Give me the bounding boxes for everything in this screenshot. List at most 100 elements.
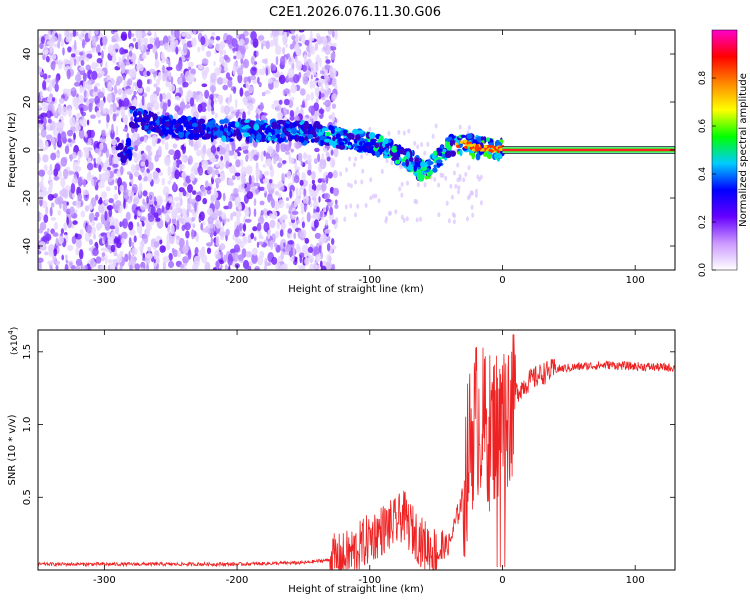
spectrogram-noise-cell: [301, 221, 305, 229]
spectrogram-noise-cell: [326, 156, 331, 162]
spectrogram-noise-cell: [141, 53, 147, 60]
spectrogram-noise-cell: [67, 138, 72, 143]
spectrogram-noise-cell: [206, 207, 213, 216]
spectrogram-noise-cell: [120, 165, 124, 176]
spectrogram-noise-cell: [88, 30, 92, 40]
spectrogram-noise-cell: [229, 195, 233, 201]
spectrogram-noise-cell: [184, 104, 191, 109]
spectrogram-noise-cell: [145, 223, 152, 228]
spectrogram-signal-cell: [460, 134, 466, 138]
spectrogram-noise-cell: [285, 197, 290, 202]
spectrogram-noise-cell: [53, 176, 60, 181]
spectrogram-signal-cell: [383, 155, 389, 159]
spectrogram-noise-cell: [66, 88, 72, 97]
spectrogram-noise-cell: [74, 233, 78, 238]
spectrogram-noise-cell: [275, 56, 279, 66]
spectrogram-noise-cell: [65, 37, 71, 43]
spectrogram-noise-cell: [115, 200, 122, 207]
spectrogram-noise-cell: [51, 53, 57, 60]
spectrogram-signal-cell: [152, 119, 156, 127]
spectrogram-noise-cell: [241, 146, 249, 150]
spectrogram-noise-cell: [266, 145, 274, 154]
spectrogram-noise-cell: [179, 264, 185, 269]
spectrogram-noise-cell: [173, 161, 177, 168]
spectrogram-peak-cell: [456, 144, 460, 148]
spectrogram-noise-cell: [224, 151, 230, 160]
spectrogram-noise-cell: [196, 90, 201, 96]
spectrogram-noise-cell: [98, 180, 105, 189]
spectrogram-noise-cell: [68, 170, 75, 175]
spectrogram-signal-cell: [268, 132, 272, 136]
spectrogram-noise-cell: [327, 171, 333, 179]
spectrogram-noise-cell: [51, 136, 55, 146]
spectrogram-noise-cell: [83, 89, 87, 98]
spectrogram-noise-cell: [153, 101, 160, 111]
spectrogram-noise-cell: [112, 30, 119, 33]
spectrogram-noise-cell: [324, 228, 331, 234]
spectrogram-noise-cell: [303, 188, 306, 197]
spectrogram-noise-cell: [110, 49, 117, 57]
spectrogram-noise-cell: [58, 104, 63, 115]
spectrogram-noise-cell: [356, 203, 360, 209]
spectrogram-noise-cell: [299, 179, 304, 186]
spectrogram-noise-cell: [225, 228, 230, 237]
spectrogram-noise-cell: [324, 148, 328, 153]
spectrogram-signal-cell: [226, 131, 231, 136]
spectrogram-noise-cell: [271, 103, 276, 109]
spectrogram-signal-cell: [365, 146, 371, 149]
spectrogram-noise-cell: [270, 239, 274, 250]
spectrogram-noise-cell: [133, 171, 140, 177]
spectrogram-signal-cell: [249, 135, 253, 144]
spectrogram-noise-cell: [261, 42, 264, 50]
spectrogram-noise-cell: [290, 96, 295, 101]
spectrogram-noise-cell: [329, 157, 336, 168]
spectrogram-noise-cell: [256, 241, 260, 248]
spectrogram-noise-cell: [332, 263, 336, 270]
snr-frame: [37, 329, 676, 571]
spectrogram-noise-cell: [111, 123, 114, 134]
spectrogram-noise-cell: [44, 34, 49, 40]
spectrogram-noise-cell: [402, 217, 406, 223]
spectrogram-noise-cell: [226, 218, 230, 223]
spectrogram-signal-cell: [267, 136, 272, 141]
spectrogram-noise-cell: [48, 83, 53, 93]
spectrogram-noise-cell: [168, 252, 173, 261]
spectrogram-noise-cell: [43, 116, 47, 127]
spectrogram-noise-cell: [133, 90, 137, 96]
spectrogram-signal-cell: [280, 120, 286, 124]
spectrogram-noise-cell: [299, 187, 302, 198]
spectrogram-noise-cell: [128, 250, 131, 262]
spectrogram-noise-cell: [309, 62, 315, 68]
spectrogram-noise-cell: [42, 103, 49, 112]
spectrogram-noise-cell: [91, 70, 98, 80]
spectrogram-noise-cell: [253, 198, 257, 207]
spectrogram-noise-cell: [258, 186, 265, 191]
spectrogram-noise-cell: [248, 261, 254, 267]
spectrogram-signal-cell: [391, 153, 398, 158]
spectrogram-noise-cell: [179, 198, 183, 206]
spectrogram-noise-cell: [274, 242, 278, 248]
spectrogram-noise-cell: [258, 81, 262, 88]
spectrogram-noise-cell: [80, 210, 86, 218]
spectrogram-noise-cell: [322, 36, 328, 47]
spectrogram-noise-cell: [93, 176, 97, 187]
spectrogram-noise-cell: [169, 205, 173, 210]
spectrogram-noise-cell: [105, 159, 110, 167]
spectrogram-noise-cell: [146, 70, 151, 77]
spectrogram-noise-cell: [240, 64, 244, 70]
snr-series-line: [38, 334, 675, 570]
spectrogram-noise-cell: [189, 97, 195, 107]
spectrogram-noise-cell: [324, 198, 332, 203]
spectrogram-signal-cell: [413, 164, 418, 172]
spectrogram-noise-cell: [42, 154, 49, 163]
spectrogram-noise-cell: [38, 257, 44, 263]
spectrogram-noise-cell: [139, 136, 145, 142]
spectrogram-noise-cell: [263, 221, 270, 233]
spectrogram-noise-cell: [452, 219, 456, 225]
spectrogram-noise-cell: [349, 203, 353, 209]
spectrogram-noise-cell: [246, 191, 254, 200]
spectrogram-noise-cell: [252, 226, 258, 232]
spectrogram-noise-cell: [94, 217, 98, 221]
spectrogram-noise-cell: [38, 261, 42, 270]
spectrogram-ytick-label: 40: [22, 48, 33, 61]
